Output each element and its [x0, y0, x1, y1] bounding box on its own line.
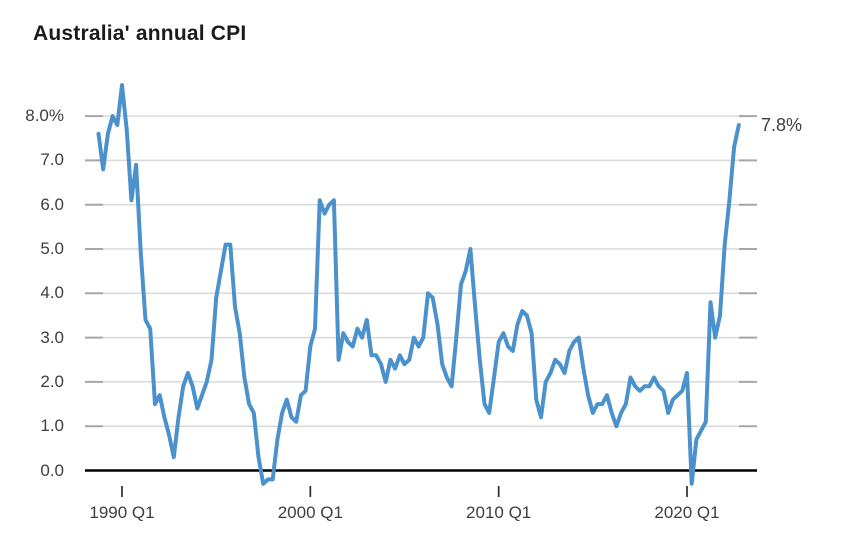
y-axis-label: 7.0 [40, 150, 64, 170]
cpi-line-series [96, 83, 741, 486]
y-axis-label: 8.0% [25, 106, 64, 126]
x-axis-label: 2000 Q1 [277, 503, 343, 522]
y-axis-label: 6.0 [40, 194, 64, 214]
y-axis-label: 1.0 [40, 416, 64, 436]
y-axis-label: 5.0 [40, 239, 64, 258]
y-axis-label: 3.0 [40, 327, 64, 347]
y-axis-label: 0.0 [40, 460, 64, 480]
y-axis-label: 2.0 [40, 371, 64, 391]
x-axis-label: 1990 Q1 [89, 503, 155, 522]
chart-title: Australia' annual CPI [33, 22, 247, 45]
latest-value-label: 7.8% [761, 115, 803, 135]
x-axis-label: 2020 Q1 [654, 503, 720, 522]
x-axis-label: 2010 Q1 [466, 503, 532, 522]
y-axis-label: 4.0 [40, 283, 64, 303]
